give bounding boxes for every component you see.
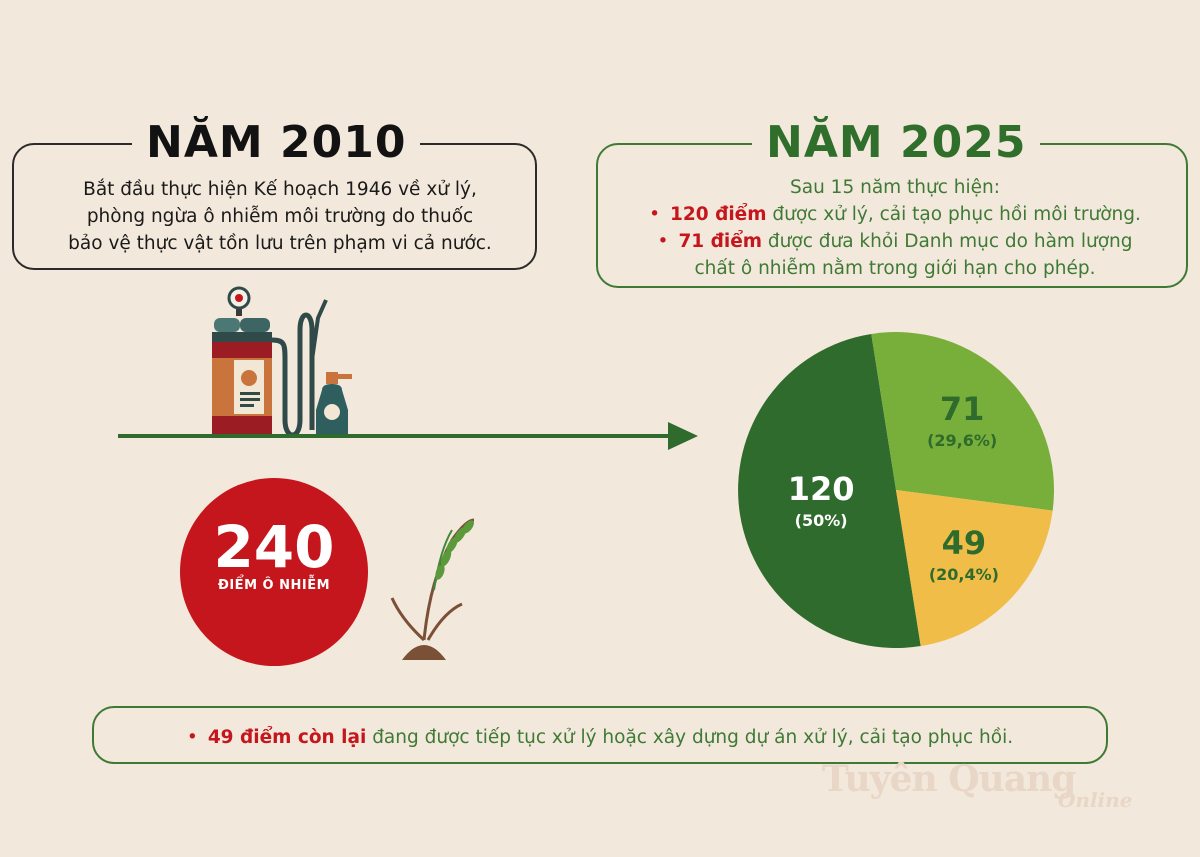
- pie-percent-label: (29,6%): [927, 431, 997, 450]
- right-section-title: NĂM 2025: [752, 115, 1041, 171]
- right-description: Sau 15 năm thực hiện: • 120 điểm được xử …: [610, 174, 1180, 282]
- right-intro: Sau 15 năm thực hiện:: [789, 177, 1001, 198]
- pressure-gauge-icon: [227, 286, 251, 316]
- pie-slice: [871, 332, 1054, 511]
- right-bullet-2: • 71 điểm được đưa khỏi Danh mục do hàm l…: [610, 228, 1180, 255]
- plant-seedling-icon: [390, 518, 475, 660]
- left-description-line: Bắt đầu thực hiện Kế hoạch 1946 về xử lý…: [83, 179, 477, 200]
- right-bullet-2-text: được đưa khỏi Danh mục do hàm lượng: [762, 231, 1133, 252]
- left-section-title: NĂM 2010: [132, 115, 421, 171]
- left-description-line: bảo vệ thực vật tồn lưu trên phạm vi cả …: [68, 233, 492, 254]
- pie-slice: [738, 333, 921, 648]
- right-title-rule-right: [1040, 143, 1128, 145]
- pie-percent-label: (50%): [795, 511, 848, 530]
- pie-value-label: 120: [788, 470, 855, 508]
- bottom-note-bold: 49 điểm còn lại: [207, 727, 367, 748]
- bottom-note-text: đang được tiếp tục xử lý hoặc xây dựng d…: [366, 727, 1014, 748]
- total-points-label: ĐIỂM Ô NHIỄM: [217, 578, 331, 593]
- left-description: Bắt đầu thực hiện Kế hoạch 1946 về xử lý…: [30, 176, 530, 257]
- left-description-line: phòng ngừa ô nhiễm môi trường do thuốc: [86, 206, 474, 227]
- right-title-rule-left: [655, 143, 755, 145]
- timeline-arrow: [118, 422, 698, 450]
- pie-value-label: 71: [940, 390, 985, 428]
- bullet-dot-icon: •: [186, 727, 198, 748]
- watermark-logo: Tuyên Quang: [822, 758, 1076, 800]
- pie-slice: [896, 490, 1053, 647]
- right-bullet-2-bold: 71 điểm: [678, 231, 763, 252]
- spray-tank-icon: [212, 318, 272, 436]
- bullet-dot-icon: •: [657, 231, 669, 252]
- total-points-value: 240: [213, 513, 335, 581]
- bottom-note: • 49 điểm còn lại đang được tiếp tục xử l…: [95, 726, 1105, 750]
- bullet-dot-icon: •: [649, 204, 661, 225]
- watermark-logo-sub: Online: [1058, 788, 1133, 812]
- total-points-circle: 240 ĐIỂM Ô NHIỄM: [180, 478, 368, 666]
- left-title-rule-right: [408, 143, 476, 145]
- right-bullet-1-bold: 120 điểm: [670, 204, 767, 225]
- left-title-rule-left: [72, 143, 134, 145]
- right-bullet-1-text: được xử lý, cải tạo phục hồi môi trường.: [766, 204, 1141, 225]
- spray-wand-icon: [310, 299, 328, 361]
- right-bullet-2-continuation: chất ô nhiễm nằm trong giới hạn cho phép…: [694, 258, 1096, 279]
- pie-value-label: 49: [942, 524, 987, 562]
- spray-bottle-icon: [316, 372, 352, 436]
- pie-percent-label: (20,4%): [929, 565, 999, 584]
- bottom-info-box: [92, 706, 1108, 764]
- right-bullet-1: • 120 điểm được xử lý, cải tạo phục hồi m…: [610, 201, 1180, 228]
